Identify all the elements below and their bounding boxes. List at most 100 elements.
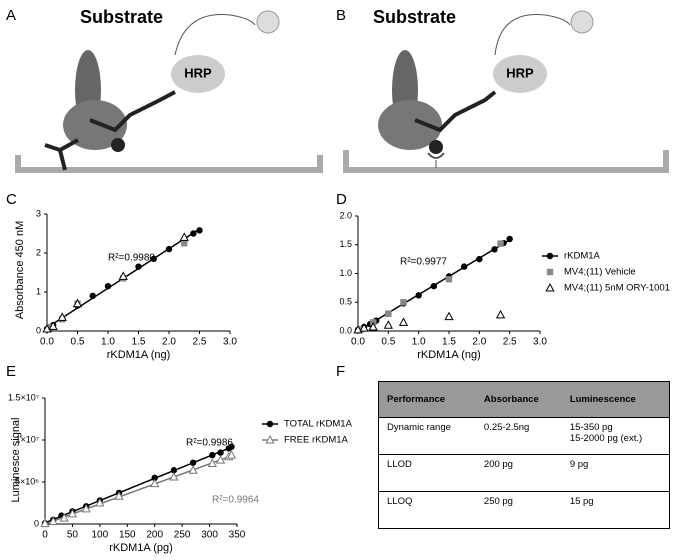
- marker: [491, 246, 498, 253]
- legend-marker: [546, 268, 554, 276]
- y-tick-label: 0: [36, 325, 41, 335]
- y-tick-label: 1×10⁷: [15, 434, 39, 444]
- substrate-label: Substrate: [373, 7, 456, 27]
- table-cell: 0.25-2.5ng: [475, 417, 562, 455]
- marker: [460, 263, 468, 270]
- header-cell: Performance: [378, 381, 476, 418]
- y-tick-label: 0.5: [339, 297, 352, 307]
- x-tick-label: 2.0: [162, 337, 176, 348]
- legend-marker: [546, 252, 554, 260]
- marker: [385, 310, 392, 317]
- annotation: R²=0.9986: [186, 438, 233, 449]
- marker: [207, 458, 217, 468]
- marker: [67, 508, 78, 518]
- table-cell: 15-350 pg 15-2000 pg (ext.): [561, 417, 670, 455]
- marker: [169, 471, 179, 481]
- well: [343, 150, 669, 173]
- legend-label: MV4;(11) 5nM ORY-1001: [564, 283, 670, 294]
- marker: [179, 232, 189, 241]
- performance-table: Performance Absorbance Luminescence Dynamic…: [378, 381, 670, 529]
- table-cell: 15 pg: [561, 491, 670, 529]
- x-tick-label: 1.0: [101, 337, 115, 348]
- y-tick-label: 2: [36, 247, 41, 257]
- marker: [114, 491, 124, 500]
- x-axis-label: rKDM1A (pg): [109, 542, 173, 554]
- cell-line: 15-350 pg: [569, 422, 613, 433]
- panel-label: C: [6, 191, 17, 208]
- y-tick-label: 1.0: [339, 268, 352, 278]
- marker: [150, 255, 157, 263]
- marker: [415, 292, 422, 299]
- header-cell: Luminescence: [561, 381, 670, 418]
- marker: [57, 312, 67, 321]
- diagram-b: HRP Substrate: [343, 7, 669, 173]
- marker: [89, 292, 96, 300]
- legend-marker: [265, 434, 275, 444]
- y-axis-label: Absorbance 450 nM: [14, 221, 26, 319]
- table-cell: 250 pg: [475, 491, 562, 529]
- marker: [506, 235, 513, 243]
- marker: [226, 450, 237, 459]
- marker: [170, 467, 178, 474]
- protein: [63, 100, 127, 150]
- x-tick-label: 2.5: [193, 337, 207, 348]
- y-axis-label: Luminesce signal: [10, 418, 22, 503]
- y-tick-label: 0.0: [339, 325, 352, 335]
- capture: [427, 152, 445, 159]
- x-axis-label: rKDM1A (ng): [107, 349, 171, 361]
- annotation: R²=0.9964: [212, 495, 259, 506]
- table-cell: LLOD: [378, 454, 476, 492]
- x-tick-label: 350: [229, 530, 246, 541]
- substrate-label: Substrate: [80, 7, 163, 27]
- legend-marker: [266, 420, 274, 428]
- marker: [48, 321, 58, 330]
- table-cell: 200 pg: [475, 454, 562, 492]
- enzyme-label: HRP: [506, 65, 534, 80]
- ligand: [429, 140, 443, 154]
- legend-label: rKDM1A: [564, 251, 601, 262]
- x-tick-label: 3.0: [223, 337, 237, 348]
- marker: [368, 321, 378, 331]
- marker: [444, 311, 454, 321]
- x-tick-label: 100: [92, 530, 109, 541]
- header-cell: Absorbance: [475, 381, 562, 418]
- x-tick-label: 1.5: [132, 337, 146, 348]
- x-tick-label: 0.5: [71, 337, 85, 348]
- table-cell: 9 pg: [561, 454, 670, 492]
- x-axis-label: rKDM1A (ng): [417, 349, 481, 361]
- x-tick-label: 1.0: [412, 337, 426, 348]
- x-tick-label: 200: [146, 530, 163, 541]
- diagram-a: HRP Substrate: [15, 7, 323, 173]
- x-tick-label: 0: [42, 530, 48, 541]
- marker: [189, 459, 197, 466]
- antibody: [89, 90, 176, 133]
- table-row: LLOD 200 pg 9 pg: [378, 454, 670, 492]
- marker: [476, 255, 483, 263]
- marker: [359, 323, 369, 332]
- y-tick-label: 0: [34, 518, 39, 528]
- marker: [445, 276, 453, 283]
- ligand: [111, 138, 125, 152]
- table-row: LLOQ 250 pg 15 pg: [378, 491, 670, 529]
- y-tick-label: 5×10⁶: [15, 476, 39, 486]
- annotation: R²=0.9977: [400, 257, 447, 268]
- marker: [181, 240, 188, 247]
- legend-marker: [545, 282, 555, 292]
- antibody: [44, 138, 79, 171]
- x-tick-label: 300: [201, 530, 218, 541]
- x-tick-label: 0.5: [381, 337, 395, 348]
- enzyme-label: HRP: [184, 65, 212, 80]
- protein: [378, 100, 442, 150]
- x-tick-label: 3.0: [533, 337, 547, 348]
- table-row: Dynamic range 0.25-2.5ng 15-350 pg 15-2000 …: [378, 417, 670, 455]
- table-cell: LLOQ: [378, 491, 476, 529]
- marker: [104, 282, 112, 290]
- marker: [59, 513, 69, 522]
- panel-label: E: [6, 363, 16, 380]
- marker: [196, 227, 203, 234]
- x-tick-label: 0.0: [40, 337, 54, 348]
- antibody: [414, 90, 497, 133]
- marker: [188, 465, 198, 474]
